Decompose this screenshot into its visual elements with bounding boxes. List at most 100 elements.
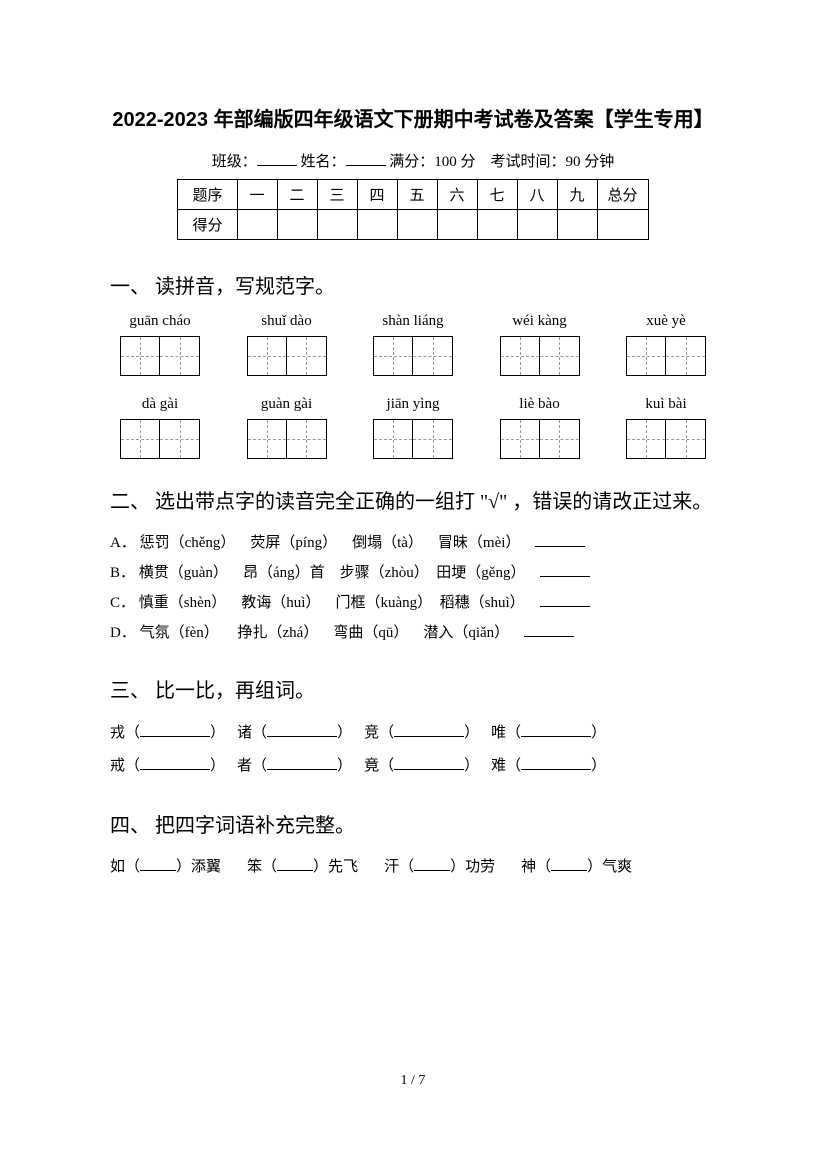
compare-item: 难（） xyxy=(491,750,606,783)
char-box-pair[interactable] xyxy=(616,336,716,376)
answer-blank[interactable] xyxy=(521,769,591,770)
cell[interactable] xyxy=(317,210,357,240)
pinyin-label: liè bào xyxy=(490,396,590,413)
cell[interactable] xyxy=(437,210,477,240)
table-row: 题序 一 二 三 四 五 六 七 八 九 总分 xyxy=(178,180,648,210)
opt-part: 昂（áng）首 xyxy=(243,565,325,581)
answer-blank[interactable] xyxy=(521,736,591,737)
pinyin-row: guān cháo shuǐ dào shàn liáng wéi kàng x… xyxy=(110,313,716,330)
meta-line: 班级： 姓名： 满分：100 分 考试时间：90 分钟 xyxy=(110,150,716,171)
cell: 九 xyxy=(557,180,597,210)
class-blank[interactable] xyxy=(257,151,297,166)
score-table: 题序 一 二 三 四 五 六 七 八 九 总分 得分 xyxy=(177,179,648,240)
boxes-row xyxy=(110,336,716,376)
char-box-pair[interactable] xyxy=(490,336,590,376)
option-line: B． 横贯（guàn） 昂（áng）首 步骤（zhòu） 田埂（gěng） xyxy=(110,558,716,588)
cell: 题序 xyxy=(178,180,237,210)
answer-blank[interactable] xyxy=(140,736,210,737)
cell: 六 xyxy=(437,180,477,210)
opt-part: 挣扎（zhá） xyxy=(238,625,319,641)
exam-title: 2022-2023 年部编版四年级语文下册期中考试卷及答案【学生专用】 xyxy=(110,100,716,140)
section2-title: 二、 选出带点字的读音完全正确的一组打 "√" ，错误的请改正过来。 xyxy=(110,485,716,514)
char-box-pair[interactable] xyxy=(237,419,337,459)
answer-blank[interactable] xyxy=(267,769,337,770)
time-label: 考试时间：90 分钟 xyxy=(491,154,615,170)
cell: 总分 xyxy=(597,180,648,210)
cell: 五 xyxy=(397,180,437,210)
char-box-pair[interactable] xyxy=(237,336,337,376)
opt-part: 惩罚（chěng） xyxy=(140,535,236,551)
answer-blank[interactable] xyxy=(540,576,590,577)
answer-blank[interactable] xyxy=(414,870,450,871)
char-box-pair[interactable] xyxy=(490,419,590,459)
pinyin-label: wéi kàng xyxy=(490,313,590,330)
option-line: A． 惩罚（chěng） 荧屏（píng） 倒塌（tà） 冒昧（mèi） xyxy=(110,528,716,558)
full-score-label: 满分：100 分 xyxy=(389,154,475,170)
page-number: 1 / 7 xyxy=(110,1073,716,1089)
section4-title: 四、 把四字词语补充完整。 xyxy=(110,809,716,838)
cell: 四 xyxy=(357,180,397,210)
idiom-item: 神（）气爽 xyxy=(521,852,632,882)
char-box-pair[interactable] xyxy=(110,419,210,459)
table-row: 得分 xyxy=(178,210,648,240)
compare-item: 者（） xyxy=(237,750,352,783)
opt-part: 气氛（fèn） xyxy=(140,625,219,641)
compare-item: 戎（） xyxy=(110,717,225,750)
cell[interactable] xyxy=(557,210,597,240)
cell: 八 xyxy=(517,180,557,210)
answer-blank[interactable] xyxy=(394,736,464,737)
cell: 得分 xyxy=(178,210,237,240)
pinyin-label: kuì bài xyxy=(616,396,716,413)
pinyin-label: jiān yìng xyxy=(363,396,463,413)
pinyin-label: dà gài xyxy=(110,396,210,413)
opt-label: A． xyxy=(110,535,136,551)
pinyin-label: guàn gài xyxy=(237,396,337,413)
name-blank[interactable] xyxy=(346,151,386,166)
answer-blank[interactable] xyxy=(140,769,210,770)
opt-part: 门框（kuàng） xyxy=(335,595,432,611)
cell[interactable] xyxy=(277,210,317,240)
char-box-pair[interactable] xyxy=(363,336,463,376)
cell[interactable] xyxy=(477,210,517,240)
idiom-item: 如（）添翼 xyxy=(110,852,221,882)
compare-item: 唯（） xyxy=(491,717,606,750)
answer-blank[interactable] xyxy=(551,870,587,871)
pinyin-label: shuǐ dào xyxy=(237,313,337,330)
cell: 七 xyxy=(477,180,517,210)
opt-label: B． xyxy=(110,565,135,581)
opt-part: 教诲（huì） xyxy=(241,595,320,611)
pinyin-row: dà gài guàn gài jiān yìng liè bào kuì bà… xyxy=(110,396,716,413)
answer-blank[interactable] xyxy=(394,769,464,770)
answer-blank[interactable] xyxy=(535,546,585,547)
cell[interactable] xyxy=(517,210,557,240)
option-line: D． 气氛（fèn） 挣扎（zhá） 弯曲（qū） 潜入（qiǎn） xyxy=(110,618,716,648)
pinyin-label: guān cháo xyxy=(110,313,210,330)
section1-title: 一、 读拼音，写规范字。 xyxy=(110,270,716,299)
answer-blank[interactable] xyxy=(540,606,590,607)
answer-blank[interactable] xyxy=(267,736,337,737)
cell[interactable] xyxy=(397,210,437,240)
cell[interactable] xyxy=(597,210,648,240)
char-box-pair[interactable] xyxy=(363,419,463,459)
char-box-pair[interactable] xyxy=(110,336,210,376)
pinyin-label: shàn liáng xyxy=(363,313,463,330)
opt-part: 潜入（qiǎn） xyxy=(423,625,509,641)
answer-blank[interactable] xyxy=(277,870,313,871)
cell[interactable] xyxy=(357,210,397,240)
option-line: C． 慎重（shèn） 教诲（huì） 门框（kuàng） 稻穗（shuì） xyxy=(110,588,716,618)
cell[interactable] xyxy=(237,210,277,240)
opt-part: 倒塌（tà） xyxy=(352,535,423,551)
idiom-item: 汗（）功劳 xyxy=(384,852,495,882)
opt-label: D． xyxy=(110,625,136,641)
opt-part: 慎重（shèn） xyxy=(139,595,227,611)
char-box-pair[interactable] xyxy=(616,419,716,459)
opt-part: 稻穗（shuì） xyxy=(440,595,525,611)
section3-title: 三、 比一比，再组词。 xyxy=(110,674,716,703)
boxes-row xyxy=(110,419,716,459)
compare-row: 戒（） 者（） 竟（） 难（） xyxy=(110,750,716,783)
class-label: 班级： xyxy=(212,154,257,170)
name-label: 姓名： xyxy=(300,154,345,170)
answer-blank[interactable] xyxy=(524,636,574,637)
opt-part: 荧屏（píng） xyxy=(250,535,337,551)
answer-blank[interactable] xyxy=(140,870,176,871)
